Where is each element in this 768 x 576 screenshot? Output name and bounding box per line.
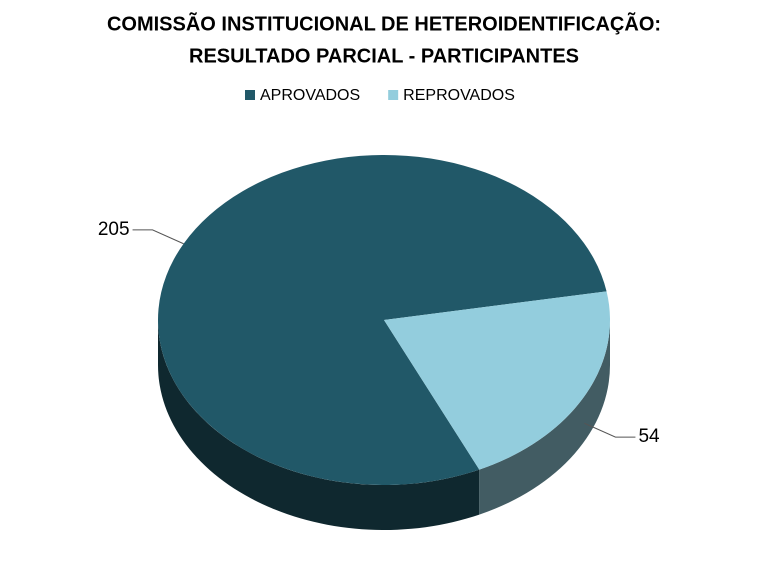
slice-side — [158, 320, 480, 530]
leader-line — [132, 229, 184, 245]
slice-side — [479, 320, 610, 515]
legend-swatch — [388, 90, 399, 100]
legend-swatch — [245, 90, 255, 100]
slice — [384, 291, 610, 470]
chart-title: RESULTADO PARCIAL - PARTICIPANTES — [189, 45, 579, 67]
leader-line — [584, 422, 636, 438]
data-label: 205 — [98, 219, 130, 240]
slice — [158, 154, 607, 485]
legend-label: REPROVADOS — [403, 87, 515, 104]
data-label: 54 — [638, 426, 660, 447]
legend-label: APROVADOS — [260, 87, 360, 104]
chart-title: COMISSÃO INSTITUCIONAL DE HETEROIDENTIFI… — [107, 12, 661, 35]
